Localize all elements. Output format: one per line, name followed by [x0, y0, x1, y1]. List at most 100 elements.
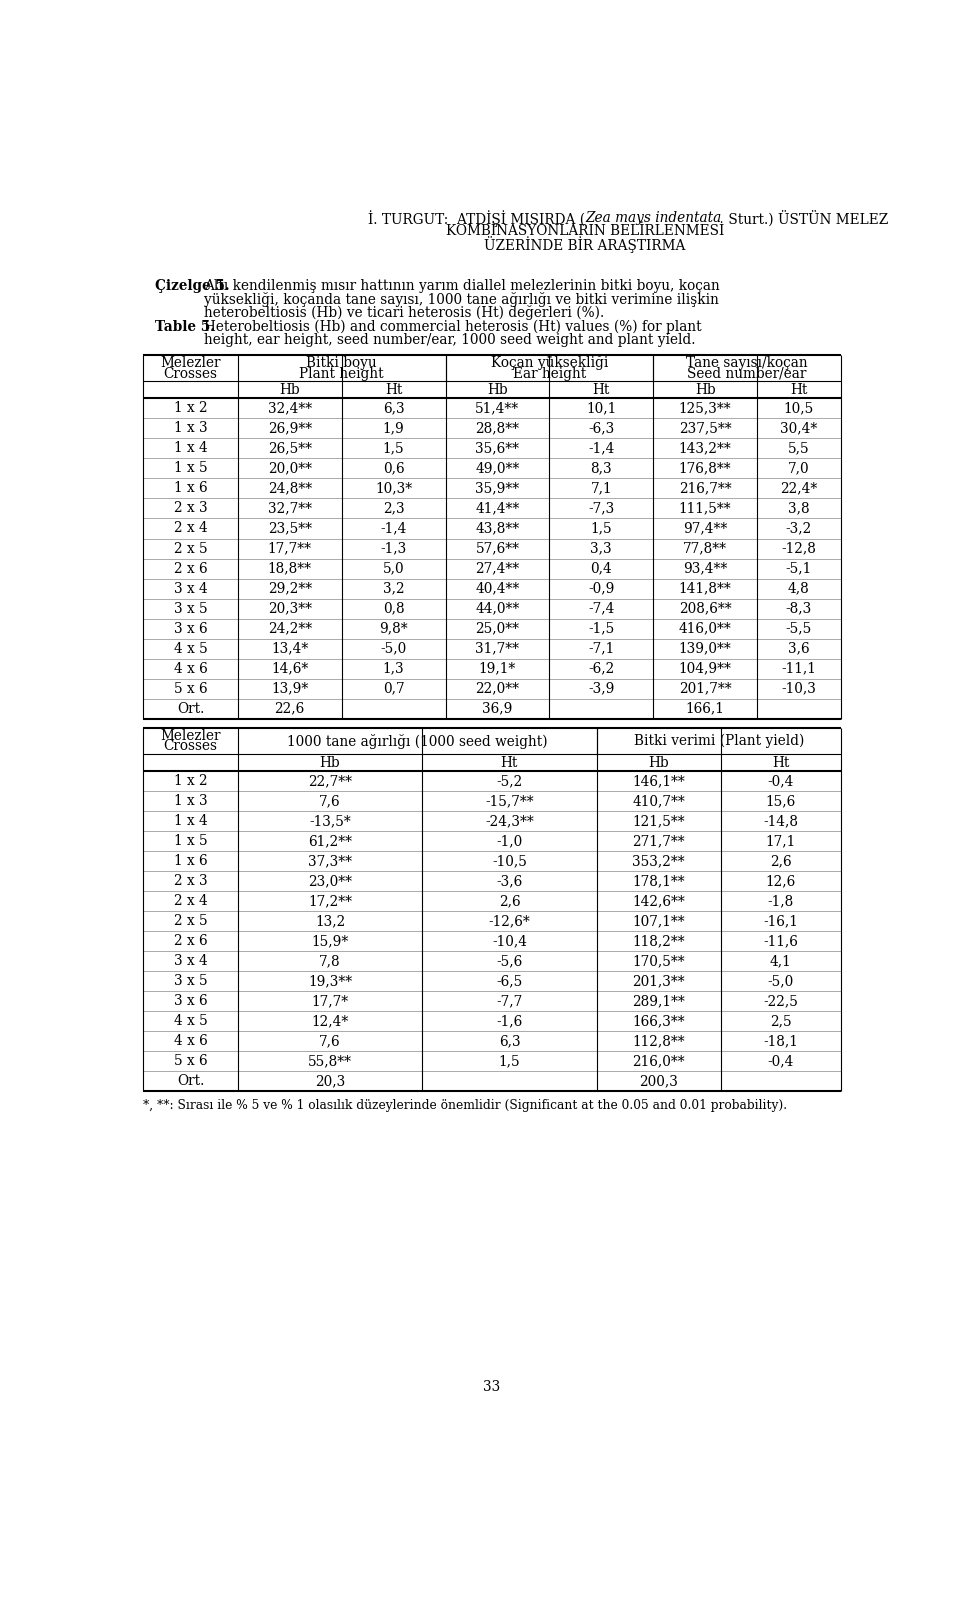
Text: 44,0**: 44,0** [475, 602, 519, 616]
Text: 12,4*: 12,4* [311, 1014, 348, 1029]
Text: 33: 33 [484, 1381, 500, 1394]
Text: 3 x 4: 3 x 4 [174, 581, 207, 595]
Text: -8,3: -8,3 [786, 602, 812, 616]
Text: yüksekliği, koçanda tane sayısı, 1000 tane ağırlığı ve bitki verimine ilişkin: yüksekliği, koçanda tane sayısı, 1000 ta… [204, 291, 719, 307]
Text: *, **: Sırası ile % 5 ve % 1 olasılık düzeylerinde önemlidir (Significant at the: *, **: Sırası ile % 5 ve % 1 olasılık dü… [143, 1099, 787, 1112]
Text: 20,3**: 20,3** [268, 602, 312, 616]
Text: 13,2: 13,2 [315, 914, 346, 928]
Text: Ort.: Ort. [177, 702, 204, 715]
Text: -3,6: -3,6 [496, 874, 522, 888]
Text: -5,6: -5,6 [496, 954, 522, 968]
Text: -7,4: -7,4 [588, 602, 614, 616]
Text: 32,4**: 32,4** [268, 402, 312, 416]
Text: -13,5*: -13,5* [309, 814, 351, 829]
Text: KOMBİNASYONLARIN BELİRLENMESİ: KOMBİNASYONLARIN BELİRLENMESİ [445, 224, 724, 238]
Text: 12,6: 12,6 [765, 874, 796, 888]
Text: 55,8**: 55,8** [308, 1054, 352, 1069]
Text: Ht: Ht [592, 382, 610, 397]
Text: -5,0: -5,0 [768, 974, 794, 989]
Text: 13,4*: 13,4* [271, 642, 308, 656]
Text: 201,7**: 201,7** [679, 682, 732, 696]
Text: 216,7**: 216,7** [679, 482, 732, 496]
Text: Table 5.: Table 5. [155, 320, 215, 334]
Text: 22,6: 22,6 [275, 702, 305, 715]
Text: 22,4*: 22,4* [780, 482, 818, 496]
Text: 61,2**: 61,2** [308, 834, 352, 848]
Text: 15,9*: 15,9* [311, 934, 348, 949]
Text: 1,9: 1,9 [383, 421, 404, 435]
Text: Sturt.) ÜSTÜN MELEZ: Sturt.) ÜSTÜN MELEZ [725, 210, 889, 226]
Text: 1,5: 1,5 [498, 1054, 520, 1069]
Text: -1,5: -1,5 [588, 621, 614, 635]
Text: 1 x 4: 1 x 4 [174, 814, 207, 829]
Text: 4 x 6: 4 x 6 [174, 1034, 207, 1048]
Text: 2 x 6: 2 x 6 [174, 562, 207, 576]
Text: 166,1: 166,1 [685, 702, 725, 715]
Text: İ. TURGUT:  ATDİŞİ MISIRDA (: İ. TURGUT: ATDİŞİ MISIRDA ( [368, 210, 585, 227]
Text: -1,4: -1,4 [588, 442, 614, 456]
Text: Ht: Ht [385, 382, 402, 397]
Text: 1 x 2: 1 x 2 [174, 402, 207, 416]
Text: 2,3: 2,3 [383, 501, 404, 515]
Text: -14,8: -14,8 [763, 814, 798, 829]
Text: 178,1**: 178,1** [633, 874, 684, 888]
Text: Melezler: Melezler [160, 728, 221, 742]
Text: Ht: Ht [790, 382, 807, 397]
Text: 4 x 5: 4 x 5 [174, 1014, 207, 1029]
Text: 4,8: 4,8 [788, 581, 810, 595]
Text: 141,8**: 141,8** [679, 581, 732, 595]
Text: 139,0**: 139,0** [679, 642, 732, 656]
Text: 170,5**: 170,5** [633, 954, 684, 968]
Text: 289,1**: 289,1** [633, 994, 685, 1008]
Text: 14,6*: 14,6* [271, 662, 308, 675]
Text: -7,7: -7,7 [496, 994, 522, 1008]
Text: 9,8*: 9,8* [379, 621, 408, 635]
Text: 3 x 5: 3 x 5 [174, 602, 207, 616]
Text: 5,5: 5,5 [788, 442, 809, 456]
Text: 26,5**: 26,5** [268, 442, 312, 456]
Text: 5 x 6: 5 x 6 [174, 1054, 207, 1069]
Text: -1,0: -1,0 [496, 834, 522, 848]
Text: 31,7**: 31,7** [475, 642, 519, 656]
Text: -7,1: -7,1 [588, 642, 614, 656]
Text: 0,8: 0,8 [383, 602, 404, 616]
Text: ÜZERİNDE BİR ARAŞTIRMA: ÜZERİNDE BİR ARAŞTIRMA [484, 235, 685, 253]
Text: -1,4: -1,4 [380, 522, 407, 536]
Text: 22,7**: 22,7** [308, 774, 352, 789]
Text: 10,3*: 10,3* [375, 482, 412, 496]
Text: 1,3: 1,3 [383, 662, 404, 675]
Text: 107,1**: 107,1** [633, 914, 684, 928]
Text: 3 x 6: 3 x 6 [174, 994, 207, 1008]
Text: 1,5: 1,5 [383, 442, 404, 456]
Text: 112,8**: 112,8** [633, 1034, 684, 1048]
Text: 200,3: 200,3 [639, 1074, 678, 1088]
Text: -11,1: -11,1 [781, 662, 816, 675]
Text: Çizelge 5.: Çizelge 5. [155, 278, 229, 293]
Text: 208,6**: 208,6** [679, 602, 732, 616]
Text: 1000 tane ağırlığı (1000 seed weight): 1000 tane ağırlığı (1000 seed weight) [287, 733, 547, 749]
Text: Ear height: Ear height [513, 366, 586, 381]
Text: 1 x 5: 1 x 5 [174, 461, 207, 475]
Text: 37,3**: 37,3** [308, 854, 352, 869]
Text: 2 x 5: 2 x 5 [174, 541, 207, 555]
Text: Seed number/ear: Seed number/ear [687, 366, 806, 381]
Text: 28,8**: 28,8** [475, 421, 519, 435]
Text: 166,3**: 166,3** [633, 1014, 684, 1029]
Text: -12,8: -12,8 [781, 541, 816, 555]
Text: 20,0**: 20,0** [268, 461, 312, 475]
Text: 3,2: 3,2 [383, 581, 404, 595]
Text: Heterobeltiosis (Hb) and commercial heterosis (Ht) values (%) for plant: Heterobeltiosis (Hb) and commercial hete… [204, 320, 702, 334]
Text: -6,5: -6,5 [496, 974, 522, 989]
Text: -12,6*: -12,6* [489, 914, 530, 928]
Text: 2,6: 2,6 [498, 894, 520, 909]
Text: 216,0**: 216,0** [633, 1054, 684, 1069]
Text: -22,5: -22,5 [763, 994, 798, 1008]
Text: 7,6: 7,6 [320, 1034, 341, 1048]
Text: -5,0: -5,0 [380, 642, 407, 656]
Text: 32,7**: 32,7** [268, 501, 312, 515]
Text: 13,9*: 13,9* [271, 682, 308, 696]
Text: -1,8: -1,8 [768, 894, 794, 909]
Text: 2 x 3: 2 x 3 [174, 501, 207, 515]
Text: 49,0**: 49,0** [475, 461, 519, 475]
Text: 3,3: 3,3 [590, 541, 612, 555]
